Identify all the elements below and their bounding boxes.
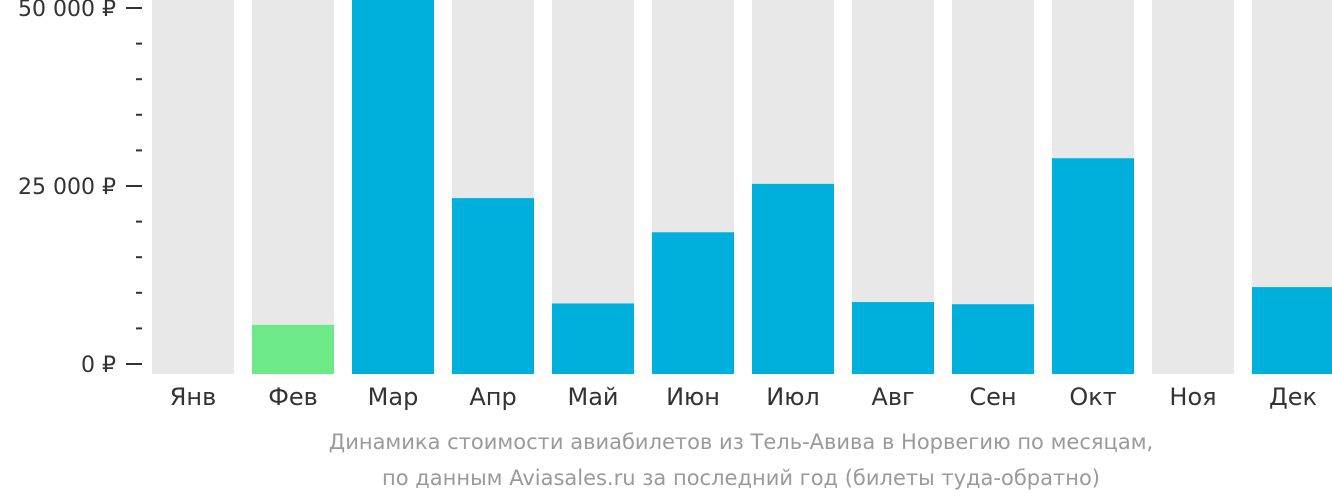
bar-background: [1152, 0, 1234, 374]
bar: [452, 198, 534, 374]
x-tick-label: Янв: [170, 383, 217, 411]
bar-background: [152, 0, 234, 374]
bar: [852, 302, 934, 374]
bar: [1052, 158, 1134, 374]
x-tick-label: Дек: [1269, 383, 1317, 411]
x-axis-labels: Янв Фев Мар Апр Май Июн Июл Авг Сен Окт Ноя Дек: [170, 383, 1317, 411]
x-tick-label: Окт: [1069, 383, 1116, 411]
bar: [1252, 287, 1332, 374]
x-tick-label: Фев: [268, 383, 318, 411]
y-tick-label: 25 000 ₽: [18, 175, 116, 200]
bar: [752, 183, 834, 374]
y-axis: 0 ₽ 25 000 ₽ 50 000 ₽: [18, 0, 142, 378]
y-tick-label: 0 ₽: [81, 353, 116, 378]
x-tick-label: Ноя: [1169, 383, 1216, 411]
bar: [352, 0, 434, 375]
y-tick-label: 50 000 ₽: [18, 0, 116, 22]
caption-line-1: Динамика стоимости авиабилетов из Тель-А…: [328, 430, 1154, 454]
bar: [952, 304, 1034, 374]
x-tick-label: Апр: [469, 383, 516, 411]
x-tick-label: Сен: [969, 383, 1016, 411]
x-tick-label: Июл: [766, 383, 820, 411]
x-tick-label: Июн: [666, 383, 720, 411]
background-bars: [152, 0, 1332, 374]
bar-background: [252, 0, 334, 374]
price-chart: 0 ₽ 25 000 ₽ 50 000 ₽ Янв Фев Мар Апр Май Июн Ию…: [18, 0, 1332, 411]
x-tick-label: Авг: [871, 383, 914, 411]
bar: [552, 303, 634, 374]
x-tick-label: Май: [567, 383, 618, 411]
bar: [252, 324, 334, 374]
caption-line-2: по данным Aviasales.ru за последний год …: [382, 466, 1100, 490]
x-tick-label: Мар: [368, 383, 419, 411]
bar: [652, 232, 734, 374]
data-bars: [252, 0, 1332, 375]
